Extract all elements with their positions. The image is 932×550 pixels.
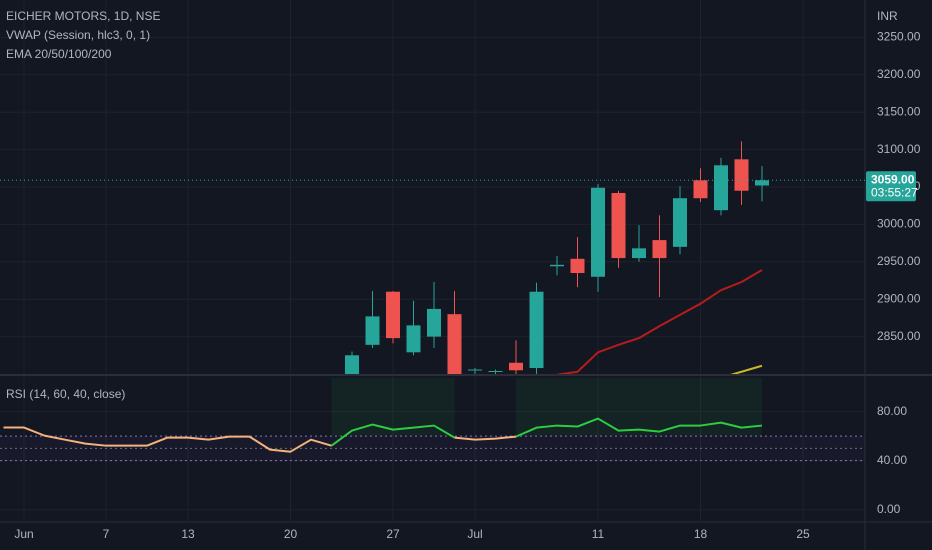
candle-body bbox=[570, 258, 585, 274]
candle-body bbox=[734, 159, 749, 191]
chart-title: EICHER MOTORS, 1D, NSE bbox=[6, 9, 160, 23]
candle-body bbox=[386, 291, 400, 339]
y-tick-label: 3200.00 bbox=[877, 67, 921, 81]
x-tick-label: 25 bbox=[796, 527, 810, 541]
candle-body bbox=[406, 325, 421, 353]
y-tick-label: 80.00 bbox=[877, 404, 907, 418]
rsi-line bbox=[3, 426, 517, 453]
x-tick-label: 11 bbox=[592, 527, 605, 541]
candle-body bbox=[427, 308, 441, 337]
plot: Jun 7 13 20 27 Jul 11 18 25 2850.00 2900.00 2950.00… bbox=[0, 0, 921, 541]
candle-body bbox=[755, 180, 769, 186]
rsi-title: RSI (14, 60, 40, close) bbox=[6, 387, 125, 401]
indicator-label: VWAP (Session, hlc3, 0, 1) bbox=[6, 28, 150, 42]
candle-body bbox=[652, 240, 667, 259]
candle-body bbox=[509, 362, 523, 371]
candle-body bbox=[550, 264, 564, 267]
last-price-label: 3059.00 bbox=[871, 172, 915, 186]
candle-body bbox=[693, 180, 708, 199]
y-tick-label: 2900.00 bbox=[877, 291, 921, 305]
rsi-highlight bbox=[516, 378, 762, 437]
countdown: 03:55:27 bbox=[871, 185, 918, 199]
candle-body bbox=[529, 291, 544, 369]
rsi-line bbox=[330, 417, 763, 447]
y-tick-label: 0.00 bbox=[877, 502, 901, 516]
x-tick-label: Jun bbox=[14, 527, 33, 541]
y-tick-label: 3250.00 bbox=[877, 30, 921, 44]
x-tick-label: Jul bbox=[467, 527, 482, 541]
candle-body bbox=[591, 187, 605, 277]
rsi bbox=[0, 378, 865, 462]
y-tick-label: 3000.00 bbox=[877, 217, 921, 231]
candle-body bbox=[714, 165, 728, 211]
ema-line bbox=[556, 269, 763, 374]
y-tick-label: 2950.00 bbox=[877, 254, 921, 268]
x-tick-label: 13 bbox=[181, 527, 195, 541]
y-tick-label: 3100.00 bbox=[877, 142, 921, 156]
candle-body bbox=[611, 192, 626, 259]
candles bbox=[345, 141, 769, 374]
y-tick-label: 40.00 bbox=[877, 453, 907, 467]
ema-line bbox=[730, 364, 763, 374]
y-tick-label: 3150.00 bbox=[877, 104, 921, 118]
candle-body bbox=[673, 198, 687, 247]
x-tick-label: 18 bbox=[694, 527, 708, 541]
y-tick-label: 2850.00 bbox=[877, 329, 921, 343]
candle-body bbox=[447, 314, 462, 374]
x-tick-label: 20 bbox=[284, 527, 298, 541]
candle-body bbox=[365, 316, 380, 345]
candle-body bbox=[632, 248, 646, 259]
candle-body bbox=[345, 355, 359, 374]
currency: INR bbox=[877, 9, 898, 23]
x-tick-label: 27 bbox=[386, 527, 400, 541]
indicator-label: EMA 20/50/100/200 bbox=[6, 47, 112, 61]
candle-body bbox=[488, 371, 503, 373]
last-price-box bbox=[866, 171, 916, 202]
x-tick-label: 7 bbox=[103, 527, 110, 541]
candle-body bbox=[468, 369, 482, 371]
